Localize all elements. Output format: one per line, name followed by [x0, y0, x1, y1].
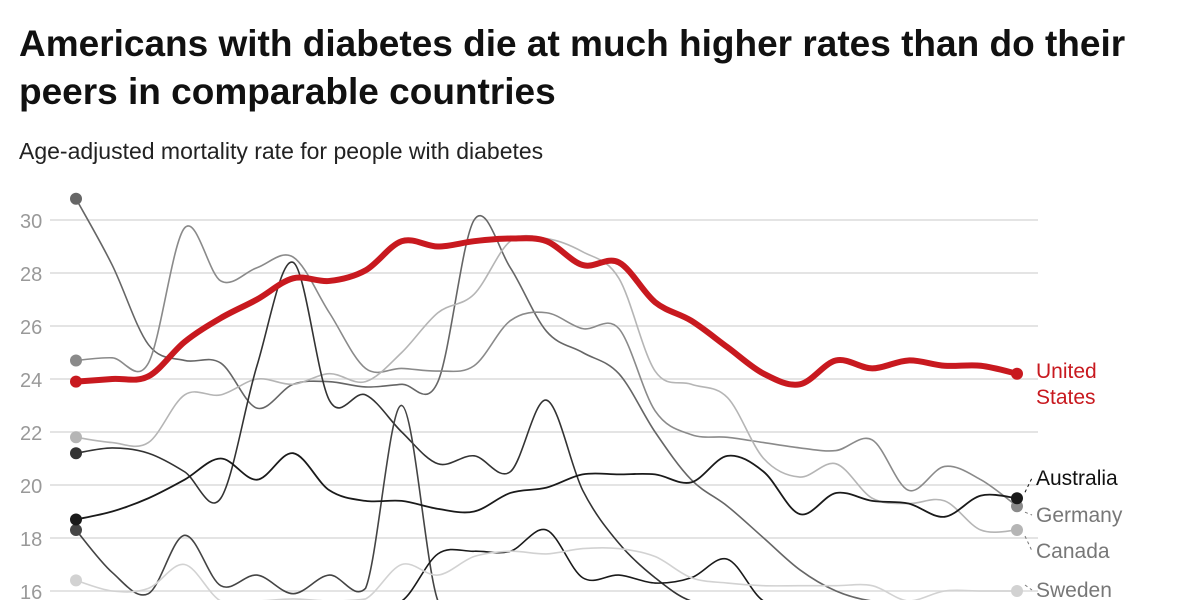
series-end-label: States: [1036, 386, 1096, 409]
series-lines: [70, 192, 1023, 600]
series-line: [401, 528, 764, 600]
series-labels: United States Australia Germany Canada Sweden: [1024, 360, 1123, 600]
y-tick-label: 24: [20, 370, 42, 392]
chart-subtitle: Age-adjusted mortality rate for people w…: [19, 138, 544, 164]
y-tick-label: 22: [20, 423, 42, 445]
start-point-marker: [70, 524, 82, 537]
series-line: [75, 404, 439, 600]
y-tick-label: 30: [20, 211, 42, 233]
series-australia: [70, 452, 1023, 526]
y-tick-label: 20: [20, 476, 42, 498]
series-canada: [70, 234, 1023, 537]
series-line: [75, 546, 1017, 600]
series-line: [75, 198, 871, 600]
series-series-3: [70, 261, 691, 600]
y-tick-label: 28: [20, 264, 42, 286]
label-leader-line: [1024, 511, 1033, 516]
y-axis-ticks: 30 28 26 24 22 20 18 16: [20, 211, 42, 600]
series-series-0: [70, 192, 871, 600]
start-point-marker: [70, 375, 82, 388]
series-sweden: [70, 546, 1023, 600]
end-point-marker: [1011, 367, 1023, 380]
chart-title: Americans with diabetes die at much high…: [19, 23, 1126, 112]
series-united-states: [70, 235, 1023, 388]
series-end-label: Germany: [1036, 504, 1123, 527]
start-point-marker: [70, 192, 82, 205]
gridlines: [50, 219, 1038, 592]
series-end-label: United: [1036, 360, 1097, 383]
y-tick-label: 16: [20, 582, 42, 600]
series-line: [75, 261, 691, 600]
y-tick-label: 26: [20, 317, 42, 339]
end-point-marker: [1011, 492, 1023, 505]
end-point-marker: [1011, 585, 1023, 597]
start-point-marker: [70, 574, 82, 587]
label-leader-line: [1024, 584, 1033, 591]
series-line: [75, 225, 1018, 507]
label-leader-line: [1024, 477, 1033, 493]
series-series-4: [70, 404, 439, 600]
label-leader-line: [1024, 535, 1033, 552]
series-end-label: Australia: [1036, 467, 1118, 490]
end-point-marker: [1011, 524, 1023, 537]
series-end-label: Sweden: [1036, 579, 1112, 600]
series-line: [75, 235, 1018, 388]
start-point-marker: [70, 354, 82, 367]
series-line: [75, 452, 1018, 521]
start-point-marker: [70, 447, 82, 460]
start-point-marker: [70, 431, 82, 444]
series-series-5: [401, 528, 764, 600]
y-tick-label: 18: [20, 529, 42, 551]
start-point-marker: [70, 513, 82, 526]
series-end-label: Canada: [1036, 540, 1110, 563]
